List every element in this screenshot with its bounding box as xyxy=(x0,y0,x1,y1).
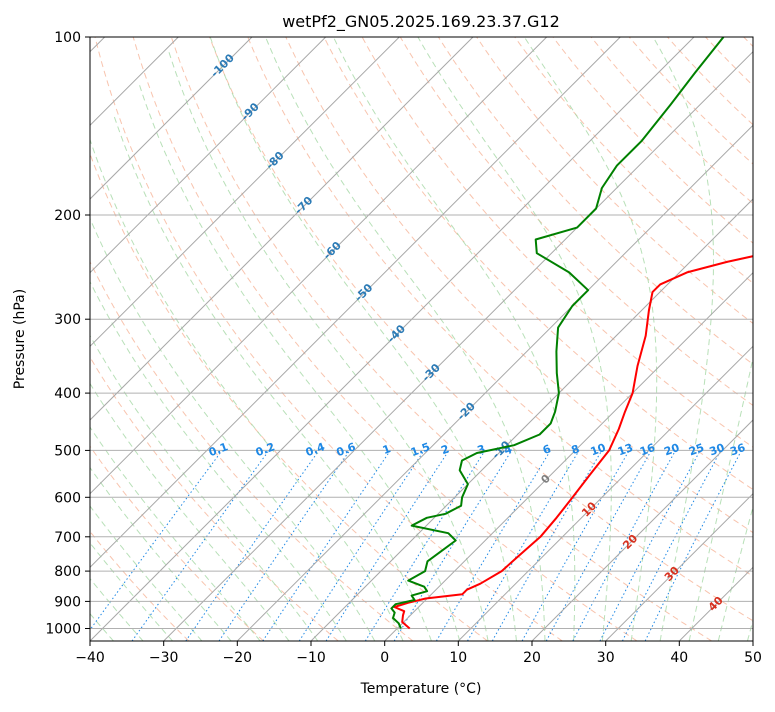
dry-adiabat xyxy=(744,37,775,641)
y-axis-label: Pressure (hPa) xyxy=(12,289,28,389)
dry-adiabat xyxy=(438,37,775,641)
mixing-ratio-label: 20 xyxy=(662,441,681,459)
moist-adiabat xyxy=(718,37,775,641)
moist-adiabat xyxy=(418,37,611,641)
y-tick-label: 200 xyxy=(54,208,81,224)
mixing-ratio-line xyxy=(82,450,222,641)
mixing-ratio-line xyxy=(219,450,350,641)
mixing-ratio-label: 2 xyxy=(439,442,451,457)
mixing-ratio-label: 25 xyxy=(687,441,706,458)
dry-adiabat xyxy=(591,37,775,641)
dry-adiabat xyxy=(0,37,338,641)
y-axis: 100 200 300 400 500 600 700 800 900 1000 xyxy=(45,30,90,638)
isotherm-line xyxy=(753,37,775,641)
x-tick-label: 10 xyxy=(449,650,467,666)
isotherm-line xyxy=(0,37,252,641)
y-tick-label: 800 xyxy=(54,564,81,580)
dry-adiabat xyxy=(477,37,775,641)
x-tick-label: −10 xyxy=(296,650,326,666)
x-tick-label: 0 xyxy=(380,650,389,666)
mixing-ratio-label: 0.6 xyxy=(335,440,358,459)
y-tick-label: 600 xyxy=(54,490,81,506)
dry-adiabat xyxy=(667,37,775,641)
x-tick-label: 50 xyxy=(744,650,762,666)
mixing-ratio-label: 0.2 xyxy=(254,440,277,459)
dry-adiabat xyxy=(0,37,189,641)
mixing-ratio-line xyxy=(436,450,550,641)
x-tick-label: 40 xyxy=(670,650,688,666)
mixing-ratio-label: 30 xyxy=(708,441,727,459)
x-tick-label: −20 xyxy=(223,650,253,666)
x-tick-label: −40 xyxy=(75,650,105,666)
mixing-ratio-label: 0.1 xyxy=(207,440,230,459)
dewpoint-profile xyxy=(391,37,723,629)
isotherm-label: 30 xyxy=(662,564,682,584)
mixing-ratio-label: 0.4 xyxy=(304,440,327,459)
moist-adiabat xyxy=(139,84,460,641)
y-tick-label: 1000 xyxy=(45,622,81,638)
mixing-ratio-line xyxy=(522,450,629,641)
y-tick-label: 500 xyxy=(54,443,81,459)
moist-adiabat xyxy=(113,114,431,641)
x-tick-label: −30 xyxy=(149,650,179,666)
dry-adiabat xyxy=(706,37,775,641)
mixing-ratio-line xyxy=(365,450,485,641)
isotherm-line xyxy=(679,37,775,641)
dry-adiabat xyxy=(0,37,264,641)
moist-adiabat xyxy=(9,209,290,642)
x-tick-label: 30 xyxy=(597,650,615,666)
isotherm-line xyxy=(0,37,547,641)
moist-adiabat xyxy=(653,37,713,641)
mixing-ratio-label: 6 xyxy=(541,442,553,457)
isotherm-line xyxy=(311,37,775,641)
moist-adiabat xyxy=(689,37,775,641)
mixing-ratio-line xyxy=(326,450,449,641)
moist-adiabat xyxy=(748,37,775,641)
isotherm-line xyxy=(0,37,326,641)
mixing-ratio-label: 36 xyxy=(728,441,747,459)
isotherm-line xyxy=(0,37,399,641)
mixing-ratio-line xyxy=(600,450,700,641)
dry-adiabat xyxy=(19,37,413,641)
chart-title: wetPf2_GN05.2025.169.23.37.G12 xyxy=(282,12,560,32)
x-axis-label: Temperature (°C) xyxy=(360,681,482,697)
dry-adiabat xyxy=(57,37,488,641)
x-axis: −40 −30 −20 −10 0 10 20 30 40 50 xyxy=(75,641,762,666)
dry-adiabat xyxy=(133,37,637,641)
mixing-ratio-label: 13 xyxy=(616,441,635,458)
x-tick-label: 20 xyxy=(523,650,541,666)
moist-adiabat xyxy=(88,132,404,641)
isotherm-line xyxy=(458,37,775,641)
y-tick-label: 400 xyxy=(54,386,81,402)
moist-adiabat xyxy=(524,37,656,641)
moist-adiabat xyxy=(0,245,231,641)
moist-adiabat xyxy=(210,37,516,641)
dry-adiabat xyxy=(95,37,562,641)
isotherm-line xyxy=(16,37,620,641)
mixing-ratio-label: 3 xyxy=(476,442,488,457)
mixing-ratio-line xyxy=(299,450,424,641)
mixing-ratio-label: 16 xyxy=(638,441,657,459)
moist-adiabat xyxy=(67,158,375,641)
mixing-ratio-label: 1 xyxy=(381,442,393,457)
mixing-ratio-label: 1.5 xyxy=(409,440,432,459)
y-tick-label: 100 xyxy=(54,30,81,46)
mixing-ratio-line xyxy=(263,450,391,641)
y-tick-label: 700 xyxy=(54,530,81,546)
y-tick-label: 300 xyxy=(54,312,81,328)
temperature-profile xyxy=(394,37,775,629)
y-tick-label: 900 xyxy=(54,594,81,610)
